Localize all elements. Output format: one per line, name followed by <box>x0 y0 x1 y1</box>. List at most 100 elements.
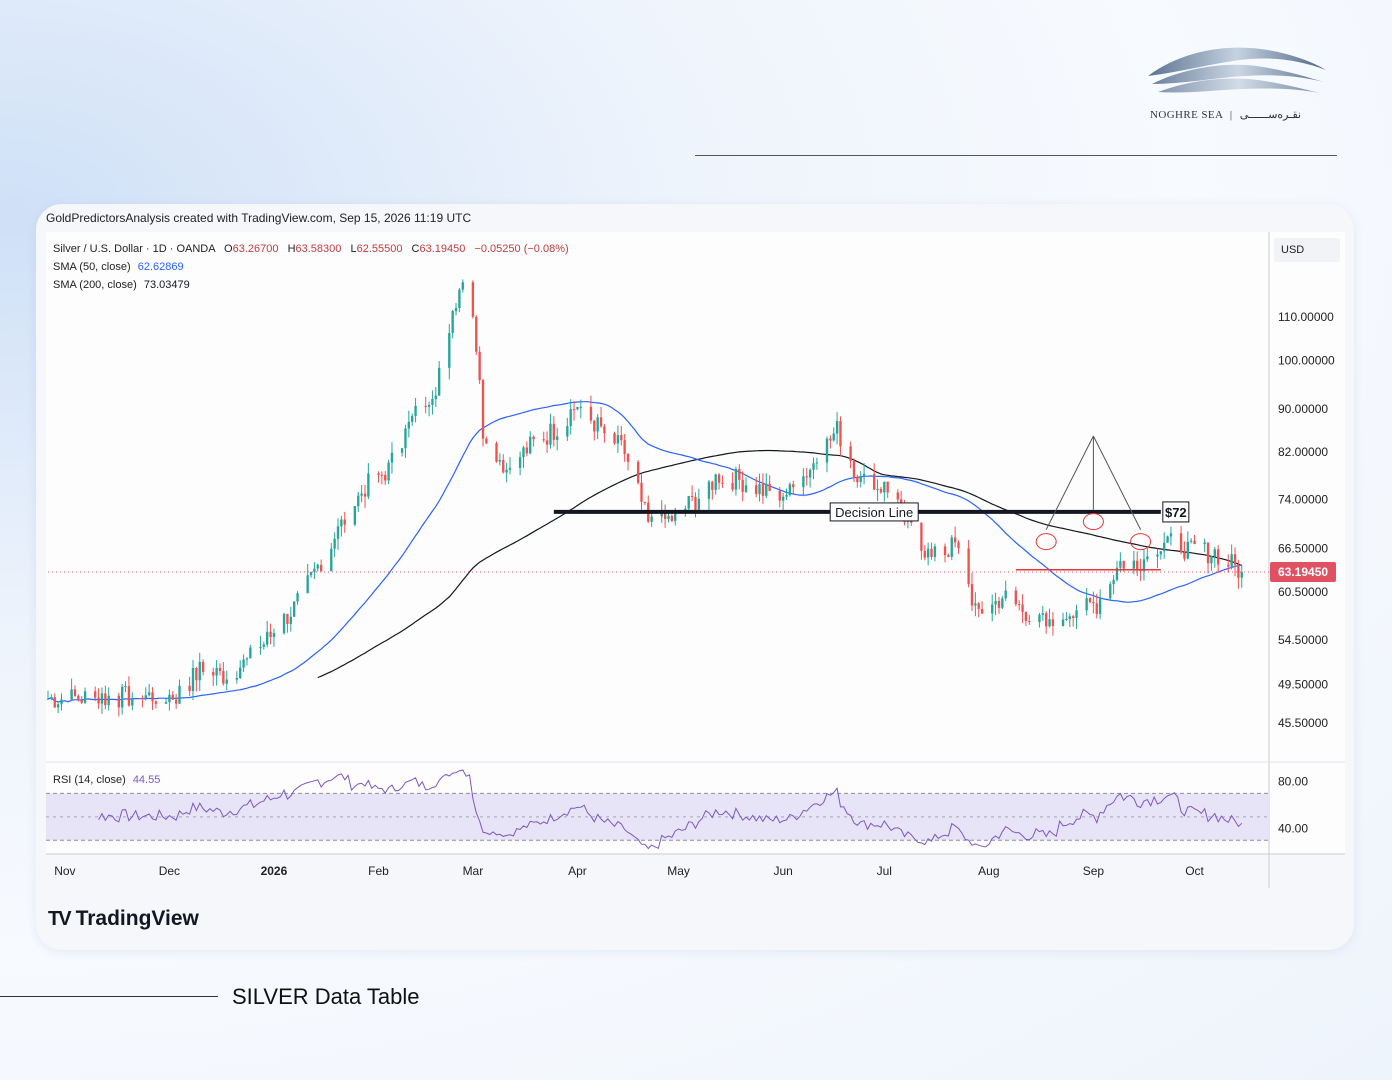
candle-body <box>856 476 859 483</box>
candle-body <box>249 647 252 659</box>
candle-body <box>1190 540 1193 542</box>
candle-body <box>313 568 316 572</box>
candle-body <box>532 436 535 440</box>
candle-body <box>384 474 387 481</box>
candle-body <box>475 316 478 352</box>
y-tick-label: 66.50000 <box>1278 542 1328 556</box>
candle-body <box>454 307 458 312</box>
candle-body <box>859 475 862 483</box>
rsi-tick-label: 40.00 <box>1278 822 1308 836</box>
candle-body <box>967 548 970 585</box>
candle-body <box>56 704 60 708</box>
candle-body <box>50 697 53 699</box>
candle-body <box>147 692 151 696</box>
candle-body <box>100 693 104 704</box>
candle-body <box>576 406 579 410</box>
candle-body <box>1071 616 1075 618</box>
candle-body <box>245 658 249 660</box>
candle-body <box>1166 536 1169 543</box>
price-axis-panel[interactable] <box>1269 232 1345 854</box>
candle-body <box>731 482 734 490</box>
candle-body <box>781 496 785 501</box>
candle-body <box>242 659 245 668</box>
candle-body <box>933 546 937 557</box>
rsi-tick-label: 80.00 <box>1278 775 1308 789</box>
x-tick-label: Jun <box>773 864 792 878</box>
candle-body <box>1028 621 1031 623</box>
candle-body <box>390 452 394 463</box>
candle-body <box>201 661 205 672</box>
candle-body <box>424 405 427 407</box>
candle-body <box>1112 579 1115 585</box>
candle-body <box>269 631 272 638</box>
candle-body <box>458 289 461 308</box>
candle-body <box>154 701 158 704</box>
candle-body <box>977 603 980 609</box>
legend-close-label: C <box>412 243 420 255</box>
rsi-line <box>98 769 1243 850</box>
candle-body <box>502 459 505 473</box>
tradingview-logo[interactable]: TV TradingView <box>48 907 199 931</box>
candle-body <box>596 417 599 432</box>
candle-body <box>411 415 414 422</box>
brand-separator: | <box>1229 109 1233 121</box>
candle-body <box>289 616 292 624</box>
candle-body <box>1115 567 1119 580</box>
candle-body <box>330 548 333 572</box>
candle-body <box>485 438 488 444</box>
candle-body <box>1163 542 1166 552</box>
candle-body <box>73 689 77 696</box>
candle-body <box>556 436 559 440</box>
legend-sma200-label: SMA (200, close) <box>53 279 137 291</box>
legend-low: 62.55500 <box>357 243 403 255</box>
candle-body <box>754 485 758 495</box>
legend-sma200-value: 73.03479 <box>144 279 190 291</box>
candle-body <box>603 426 606 434</box>
candle-body <box>1088 598 1092 603</box>
candle-body <box>883 481 886 493</box>
legend-close: 63.19450 <box>420 243 466 255</box>
candle-body <box>879 488 883 493</box>
candle-body <box>360 493 363 496</box>
candle-body <box>980 608 984 614</box>
candle-body <box>593 420 596 432</box>
candle-body <box>1230 554 1233 567</box>
candle-body <box>1193 540 1196 545</box>
candle-body <box>694 496 697 510</box>
candle-body <box>721 482 724 484</box>
candle-body <box>1142 559 1146 572</box>
candle-body <box>336 526 340 539</box>
price-pane[interactable] <box>46 232 1269 762</box>
tradingview-wordmark: TradingView <box>75 907 199 930</box>
candle-body <box>711 481 714 490</box>
candle-body <box>566 426 569 437</box>
pattern-arrow <box>1092 435 1142 530</box>
candle-body <box>1227 564 1230 567</box>
candle-body <box>1183 552 1186 559</box>
candle-body <box>363 493 367 497</box>
footer-divider <box>0 996 218 997</box>
x-tick-label: Feb <box>368 864 389 878</box>
candle-body <box>195 667 198 681</box>
candle-body <box>333 538 336 549</box>
candle-body <box>431 398 434 405</box>
candle-body <box>121 686 124 708</box>
y-tick-label: 60.50000 <box>1278 585 1328 599</box>
candle-body <box>599 417 603 427</box>
legend-symbol: Silver / U.S. Dollar · 1D · OANDA O63.26… <box>53 243 569 255</box>
y-tick-label: 54.50000 <box>1278 633 1328 647</box>
candle-body <box>259 646 262 648</box>
candle-body <box>994 600 997 605</box>
candle-body <box>70 689 73 700</box>
candle-body <box>643 501 647 503</box>
candle-body <box>950 537 953 557</box>
candle-body <box>835 421 839 434</box>
candle-body <box>117 695 120 708</box>
candle-body <box>104 693 107 706</box>
candle-body <box>434 395 437 399</box>
candle-body <box>191 667 195 691</box>
price-badge-value: 63.19450 <box>1278 565 1328 579</box>
candle-body <box>1233 554 1237 565</box>
level-label: $72 <box>1165 505 1187 520</box>
